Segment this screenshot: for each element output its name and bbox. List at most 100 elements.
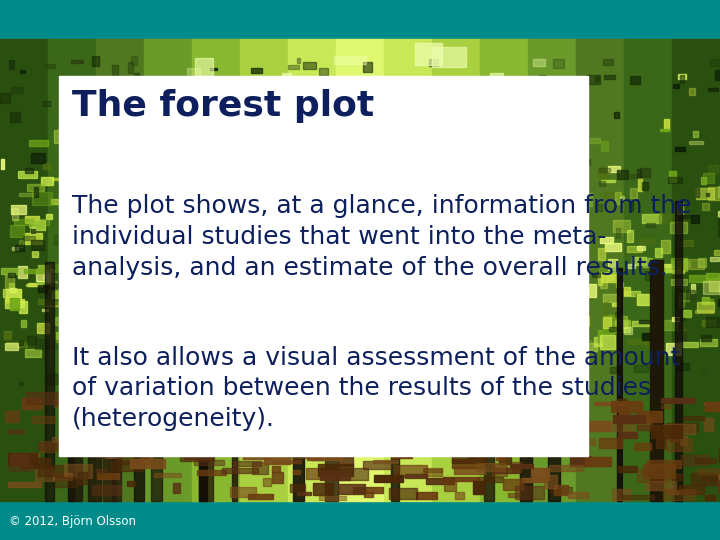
- Bar: [96, 129, 101, 139]
- Bar: [212, 304, 217, 308]
- Bar: [401, 272, 413, 276]
- Bar: [78, 375, 90, 383]
- Bar: [600, 167, 610, 172]
- Bar: [207, 173, 213, 501]
- Bar: [117, 288, 128, 294]
- Bar: [10, 298, 19, 310]
- Bar: [10, 454, 28, 467]
- Bar: [483, 392, 497, 404]
- Bar: [524, 445, 534, 450]
- Bar: [488, 435, 505, 445]
- Bar: [405, 443, 434, 451]
- Bar: [624, 291, 640, 296]
- Bar: [181, 296, 195, 302]
- Bar: [267, 306, 276, 314]
- Bar: [0, 501, 720, 540]
- Bar: [266, 184, 284, 187]
- Bar: [683, 310, 691, 317]
- Bar: [636, 469, 668, 482]
- Bar: [705, 495, 715, 500]
- Bar: [680, 436, 688, 445]
- Bar: [454, 467, 485, 474]
- Bar: [261, 186, 267, 197]
- Bar: [364, 346, 370, 356]
- Bar: [553, 59, 564, 68]
- Bar: [156, 178, 168, 180]
- Bar: [288, 39, 336, 501]
- Bar: [294, 139, 302, 146]
- Bar: [324, 329, 328, 336]
- Bar: [464, 318, 477, 328]
- Bar: [646, 334, 663, 347]
- Bar: [180, 197, 195, 204]
- Bar: [460, 131, 501, 142]
- Bar: [592, 273, 600, 277]
- Bar: [24, 216, 40, 222]
- Bar: [191, 232, 209, 240]
- Bar: [197, 192, 210, 199]
- Bar: [21, 320, 26, 327]
- Bar: [73, 197, 87, 205]
- Bar: [498, 279, 517, 292]
- Bar: [104, 176, 123, 181]
- Bar: [271, 472, 283, 483]
- Bar: [382, 416, 399, 429]
- Bar: [26, 392, 58, 404]
- Bar: [632, 256, 646, 265]
- Bar: [474, 267, 480, 277]
- Bar: [671, 279, 687, 285]
- Bar: [288, 151, 306, 153]
- Bar: [688, 141, 703, 144]
- Bar: [611, 401, 642, 412]
- Bar: [133, 218, 150, 226]
- Bar: [323, 253, 343, 263]
- Bar: [199, 244, 204, 501]
- Bar: [325, 251, 338, 501]
- Bar: [342, 371, 355, 375]
- Bar: [440, 172, 444, 175]
- Bar: [554, 394, 572, 402]
- Bar: [504, 93, 513, 104]
- Bar: [479, 334, 486, 336]
- Bar: [546, 78, 552, 82]
- Bar: [245, 195, 253, 204]
- Bar: [293, 411, 308, 416]
- Bar: [282, 73, 291, 97]
- Bar: [690, 473, 716, 485]
- Bar: [202, 422, 234, 429]
- Bar: [109, 186, 118, 196]
- Bar: [40, 441, 66, 452]
- Bar: [232, 262, 237, 501]
- Bar: [134, 187, 144, 501]
- Bar: [546, 306, 552, 319]
- Bar: [190, 346, 207, 354]
- Bar: [252, 462, 268, 474]
- Bar: [288, 212, 302, 223]
- Bar: [96, 253, 107, 257]
- Bar: [390, 198, 401, 207]
- Bar: [37, 281, 53, 284]
- Bar: [315, 346, 320, 358]
- Bar: [299, 162, 318, 171]
- Bar: [197, 449, 215, 454]
- Bar: [519, 441, 535, 449]
- Bar: [27, 184, 44, 191]
- Bar: [603, 328, 614, 334]
- Bar: [701, 335, 711, 341]
- Bar: [310, 437, 323, 450]
- Bar: [48, 264, 62, 272]
- Bar: [51, 273, 59, 284]
- Bar: [375, 258, 391, 261]
- Bar: [320, 302, 330, 308]
- Bar: [78, 472, 87, 484]
- Bar: [297, 338, 313, 345]
- Bar: [408, 112, 429, 135]
- Bar: [690, 215, 699, 222]
- Bar: [640, 168, 649, 177]
- Bar: [203, 193, 212, 198]
- Bar: [539, 302, 553, 309]
- Bar: [268, 191, 279, 201]
- Bar: [32, 416, 55, 423]
- Bar: [62, 227, 74, 229]
- Bar: [431, 431, 449, 444]
